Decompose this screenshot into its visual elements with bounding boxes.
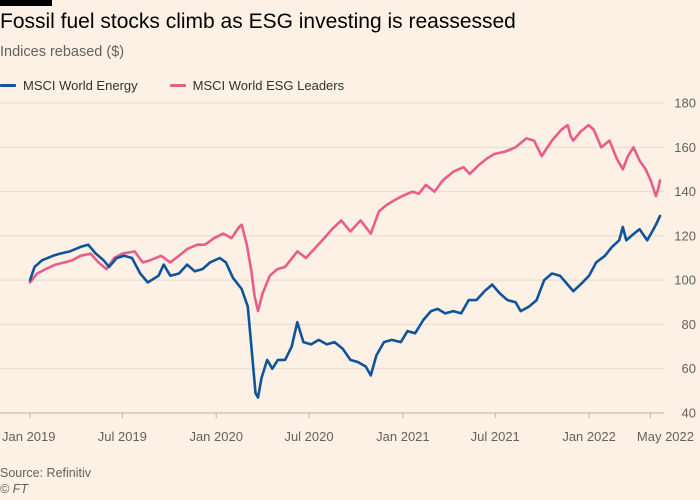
legend-item-esg: MSCI World ESG Leaders — [169, 78, 345, 93]
chart-title: Fossil fuel stocks climb as ESG investin… — [0, 10, 516, 33]
source-note: Source: Refinitiv — [0, 466, 92, 480]
x-tick-label: Jul 2019 — [98, 429, 147, 444]
copyright-credit: © FT — [0, 482, 28, 496]
x-tick-label: Jan 2021 — [376, 429, 430, 444]
y-tick-label: 80 — [682, 317, 696, 332]
y-tick-label: 60 — [682, 361, 696, 376]
y-tick-label: 140 — [674, 184, 696, 199]
brand-top-bar — [0, 0, 52, 6]
series-line-esg — [28, 123, 662, 313]
series-line-energy — [28, 214, 662, 399]
y-tick-label: 160 — [674, 140, 696, 155]
legend-label-esg: MSCI World ESG Leaders — [192, 78, 345, 93]
legend-label-energy: MSCI World Energy — [23, 78, 138, 93]
y-tick-label: 180 — [674, 96, 696, 111]
chart-legend: MSCI World Energy MSCI World ESG Leaders — [0, 78, 376, 93]
y-tick-label: 120 — [674, 228, 696, 243]
x-tick-label: Jul 2021 — [471, 429, 520, 444]
y-tick-label: 100 — [674, 273, 696, 288]
chart-subtitle: Indices rebased ($) — [0, 44, 125, 60]
x-tick-label: Jan 2020 — [189, 429, 243, 444]
x-tick-label: Jan 2019 — [2, 429, 56, 444]
line-chart: 40 60 80 100 120 140 160 180 Jan 2019 Jul 2019 Jan… — [0, 96, 696, 445]
legend-swatch-energy — [0, 84, 16, 87]
legend-item-energy: MSCI World Energy — [0, 78, 138, 93]
x-tick-label: Jul 2020 — [284, 429, 333, 444]
x-tick-label: Jan 2022 — [562, 429, 616, 444]
y-tick-label: 40 — [682, 406, 696, 421]
chart-gridlines — [0, 102, 664, 414]
chart-axes: 40 60 80 100 120 140 160 180 Jan 2019 Jul 2019 Jan… — [2, 96, 696, 445]
legend-swatch-esg — [169, 84, 186, 87]
chart-series — [28, 123, 662, 399]
x-tick-label: May 2022 — [637, 429, 694, 444]
